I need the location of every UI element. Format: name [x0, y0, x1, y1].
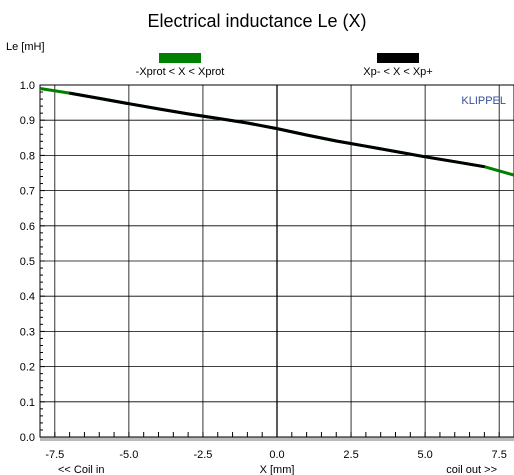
x-tick-label: -2.5: [193, 449, 212, 461]
series-point-2: [128, 102, 130, 105]
legend-label-1: -Xprot < X < Xprot: [136, 66, 225, 78]
y-tick-label: 1.0: [20, 80, 35, 92]
legend: -Xprot < X < Xprot Xp- < X < Xp+: [136, 53, 433, 78]
y-tick-label: 0.6: [20, 221, 35, 233]
series-point-2: [424, 156, 426, 158]
series-point-1: [39, 87, 41, 90]
y-tick-label: 0.9: [20, 115, 35, 127]
y-axis-label: Le [mH]: [6, 41, 45, 53]
series-point-2: [394, 150, 397, 153]
series-point-2: [335, 140, 338, 142]
legend-swatch-1: [159, 53, 201, 63]
y-tick-label: 0.3: [20, 326, 35, 338]
x-tick-label: 0.0: [269, 449, 284, 461]
y-tick-label: 0.1: [20, 397, 35, 409]
series-point-2: [365, 145, 367, 148]
series-group: [39, 87, 514, 177]
x-right-note: coil out >>: [446, 464, 497, 475]
y-tick-label: 0.5: [20, 256, 35, 268]
y-tick-label: 0.7: [20, 186, 35, 198]
series-point-2: [305, 134, 308, 136]
x-ticks: -7.5 -5.0 -2.5 0.0 2.5 5.0 7.5: [39, 432, 514, 461]
series-point-2: [157, 108, 160, 110]
y-tick-label: 0.2: [20, 362, 35, 374]
x-tick-label: 5.0: [417, 449, 432, 461]
series-point-2: [483, 165, 486, 168]
legend-swatch-2: [377, 53, 419, 63]
series-point-2: [276, 127, 278, 130]
series-point-2: [216, 117, 219, 120]
x-tick-label: -5.0: [119, 449, 138, 461]
series-point-2: [453, 160, 456, 163]
y-tick-label: 0.8: [20, 150, 35, 162]
series-point-2: [187, 113, 189, 115]
y-tick-label: 0.4: [20, 291, 35, 303]
grid: [40, 85, 514, 437]
y-tick-label: 0.0: [20, 432, 35, 444]
y-ticks: 0.0 0.1 0.2 0.3 0.4 0.5 0.6 0.7 0.8 0.9 1.0: [20, 80, 45, 444]
chart-title: Electrical inductance Le (X): [147, 11, 366, 31]
x-axis-label: X [mm]: [260, 464, 295, 475]
x-tick-label: -7.5: [45, 449, 64, 461]
x-axis-band: [40, 437, 514, 441]
watermark: KLIPPEL: [461, 95, 506, 107]
series-point-2: [98, 97, 101, 100]
series-point-2: [246, 122, 249, 124]
x-left-note: << Coil in: [58, 464, 104, 475]
x-tick-label: 7.5: [492, 449, 507, 461]
legend-label-2: Xp- < X < Xp+: [363, 66, 432, 78]
series-point-2: [68, 92, 71, 94]
x-tick-label: 2.5: [343, 449, 358, 461]
